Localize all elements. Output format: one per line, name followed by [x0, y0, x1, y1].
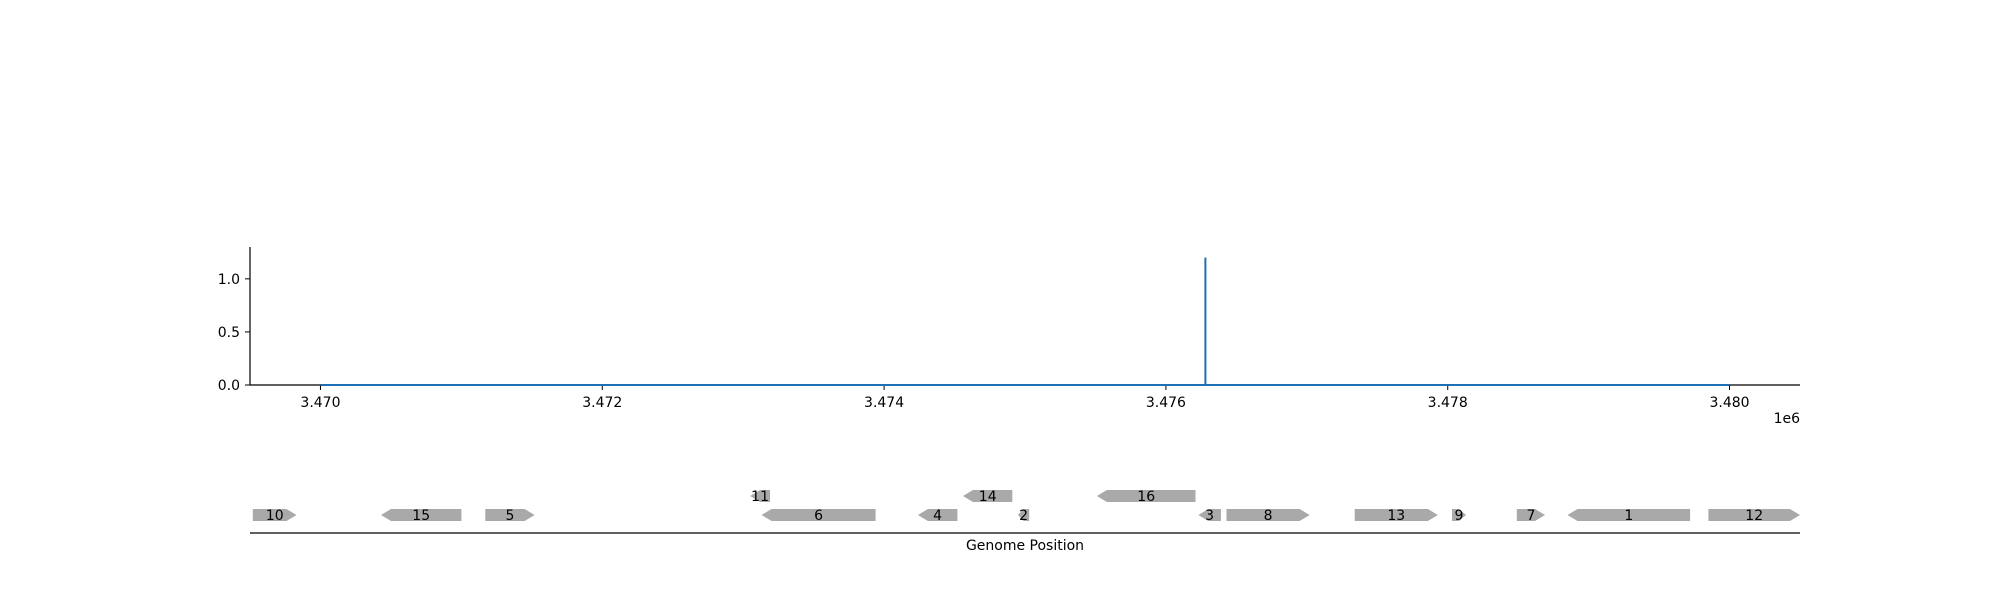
gene-feature-arrow — [1226, 509, 1310, 521]
gene-feature-arrow — [1096, 490, 1196, 502]
coverage-panel: 3.470 3.472 3.474 3.476 3.478 3.480 0.0 0.5 1.0… — [218, 247, 1800, 427]
gene-feature-label: 12 — [1745, 508, 1763, 524]
gene-feature-label: 13 — [1387, 508, 1405, 524]
gene-feature-label: 15 — [412, 508, 430, 524]
gene-feature-arrow — [963, 490, 1013, 502]
gene-feature-label: 8 — [1264, 508, 1273, 524]
gene-feature-arrow — [1567, 509, 1691, 521]
x-ticks: 3.470 3.472 3.474 3.476 3.478 3.480 — [300, 385, 1750, 411]
gene-feature-label: 4 — [933, 508, 942, 524]
x-tick-label: 3.476 — [1146, 395, 1186, 411]
x-tick-label: 3.472 — [582, 395, 622, 411]
gene-feature-arrow — [485, 509, 535, 521]
gene-feature-label: 9 — [1455, 508, 1464, 524]
gene-feature-arrow — [917, 509, 958, 521]
gene-feature-label: 1 — [1624, 508, 1633, 524]
y-tick-label: 1.0 — [218, 272, 240, 288]
gene-feature-label: 16 — [1137, 489, 1155, 505]
gene-feature-arrow — [1354, 509, 1438, 521]
x-tick-label: 3.474 — [864, 395, 904, 411]
x-tick-label: 3.478 — [1428, 395, 1468, 411]
gene-feature-arrow — [1516, 509, 1545, 521]
x-tick-label: 3.480 — [1709, 395, 1749, 411]
gene-feature-label: 2 — [1019, 508, 1028, 524]
gene-feature-label: 10 — [266, 508, 284, 524]
x-axis-offset-label: 1e6 — [1774, 411, 1801, 427]
y-tick-label: 0.5 — [218, 325, 240, 341]
x-tick-label: 3.470 — [300, 395, 340, 411]
gene-feature-arrow — [761, 509, 876, 521]
gene-feature-arrow — [252, 509, 297, 521]
gene-feature-arrow — [1018, 509, 1030, 521]
gene-feature-arrow — [381, 509, 462, 521]
gene-feature-label: 11 — [751, 489, 769, 505]
gene-feature-label: 7 — [1526, 508, 1535, 524]
y-ticks: 0.0 0.5 1.0 — [218, 272, 250, 394]
gene-feature-label: 3 — [1205, 508, 1214, 524]
gene-feature-arrow — [1708, 509, 1800, 521]
gene-feature-label: 14 — [979, 489, 997, 505]
coverage-series-line — [320, 257, 1730, 386]
feature-layer: 10 15 5 11 6 4 14 2 16 3 8 13 9 7 1 12 — [252, 489, 1800, 524]
genome-track-panel: 10 15 5 11 6 4 14 2 16 3 8 13 9 7 1 12 Genome Position — [250, 489, 1800, 554]
gene-feature-arrow — [750, 490, 770, 502]
gene-feature-label: 5 — [506, 508, 515, 524]
genome-axis-label: Genome Position — [966, 538, 1084, 554]
gene-feature-arrow — [1452, 509, 1466, 521]
gene-feature-label: 6 — [814, 508, 823, 524]
series-layer — [320, 257, 1730, 386]
gene-feature-arrow — [1198, 509, 1221, 521]
y-tick-label: 0.0 — [218, 378, 240, 394]
